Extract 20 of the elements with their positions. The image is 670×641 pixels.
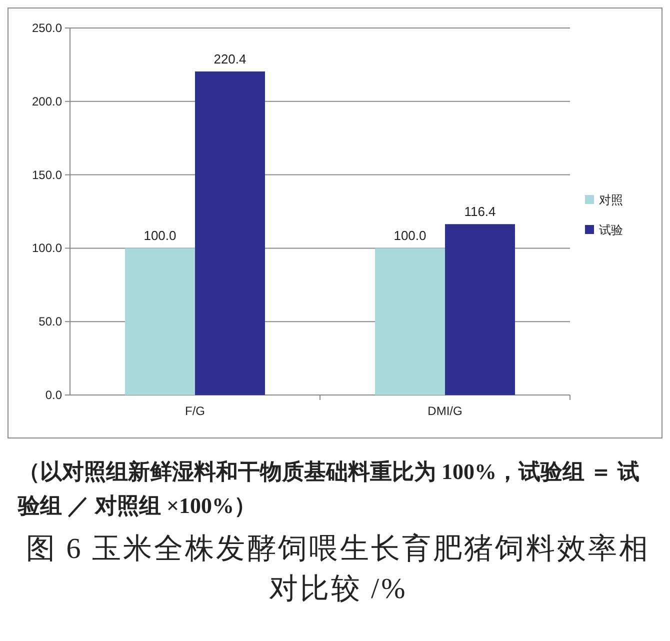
data-label: 116.4 <box>464 204 496 220</box>
data-label: 100.0 <box>394 228 426 244</box>
y-tick-label: 250.0 <box>32 21 62 35</box>
bar <box>195 71 265 395</box>
caption: 图 6 玉米全株发酵饲喂生长育肥猪饲料效率相对比较 /% <box>25 532 651 607</box>
y-tick-label: 50.0 <box>38 314 62 329</box>
legend-label: 试验 <box>599 223 623 237</box>
data-label: 220.4 <box>214 51 246 66</box>
y-tick-label: 100.0 <box>32 241 62 256</box>
legend-label: 对照 <box>599 193 623 207</box>
data-label: 100.0 <box>144 228 176 244</box>
text: （以对照组新鲜湿料和干物质基础料重比为 100%，试验组 ＝ 试验组 ／ 对照组 ×100%） <box>18 458 640 520</box>
bar <box>125 248 195 395</box>
y-tick-label: 0.0 <box>45 388 62 402</box>
bar <box>375 248 445 395</box>
y-tick-label: 200.0 <box>32 94 62 108</box>
bar <box>445 224 515 395</box>
y-tick-label: 150.0 <box>32 168 62 182</box>
x-tick-label: F/G <box>185 404 205 418</box>
x-tick-label: DMI/G <box>428 404 462 418</box>
